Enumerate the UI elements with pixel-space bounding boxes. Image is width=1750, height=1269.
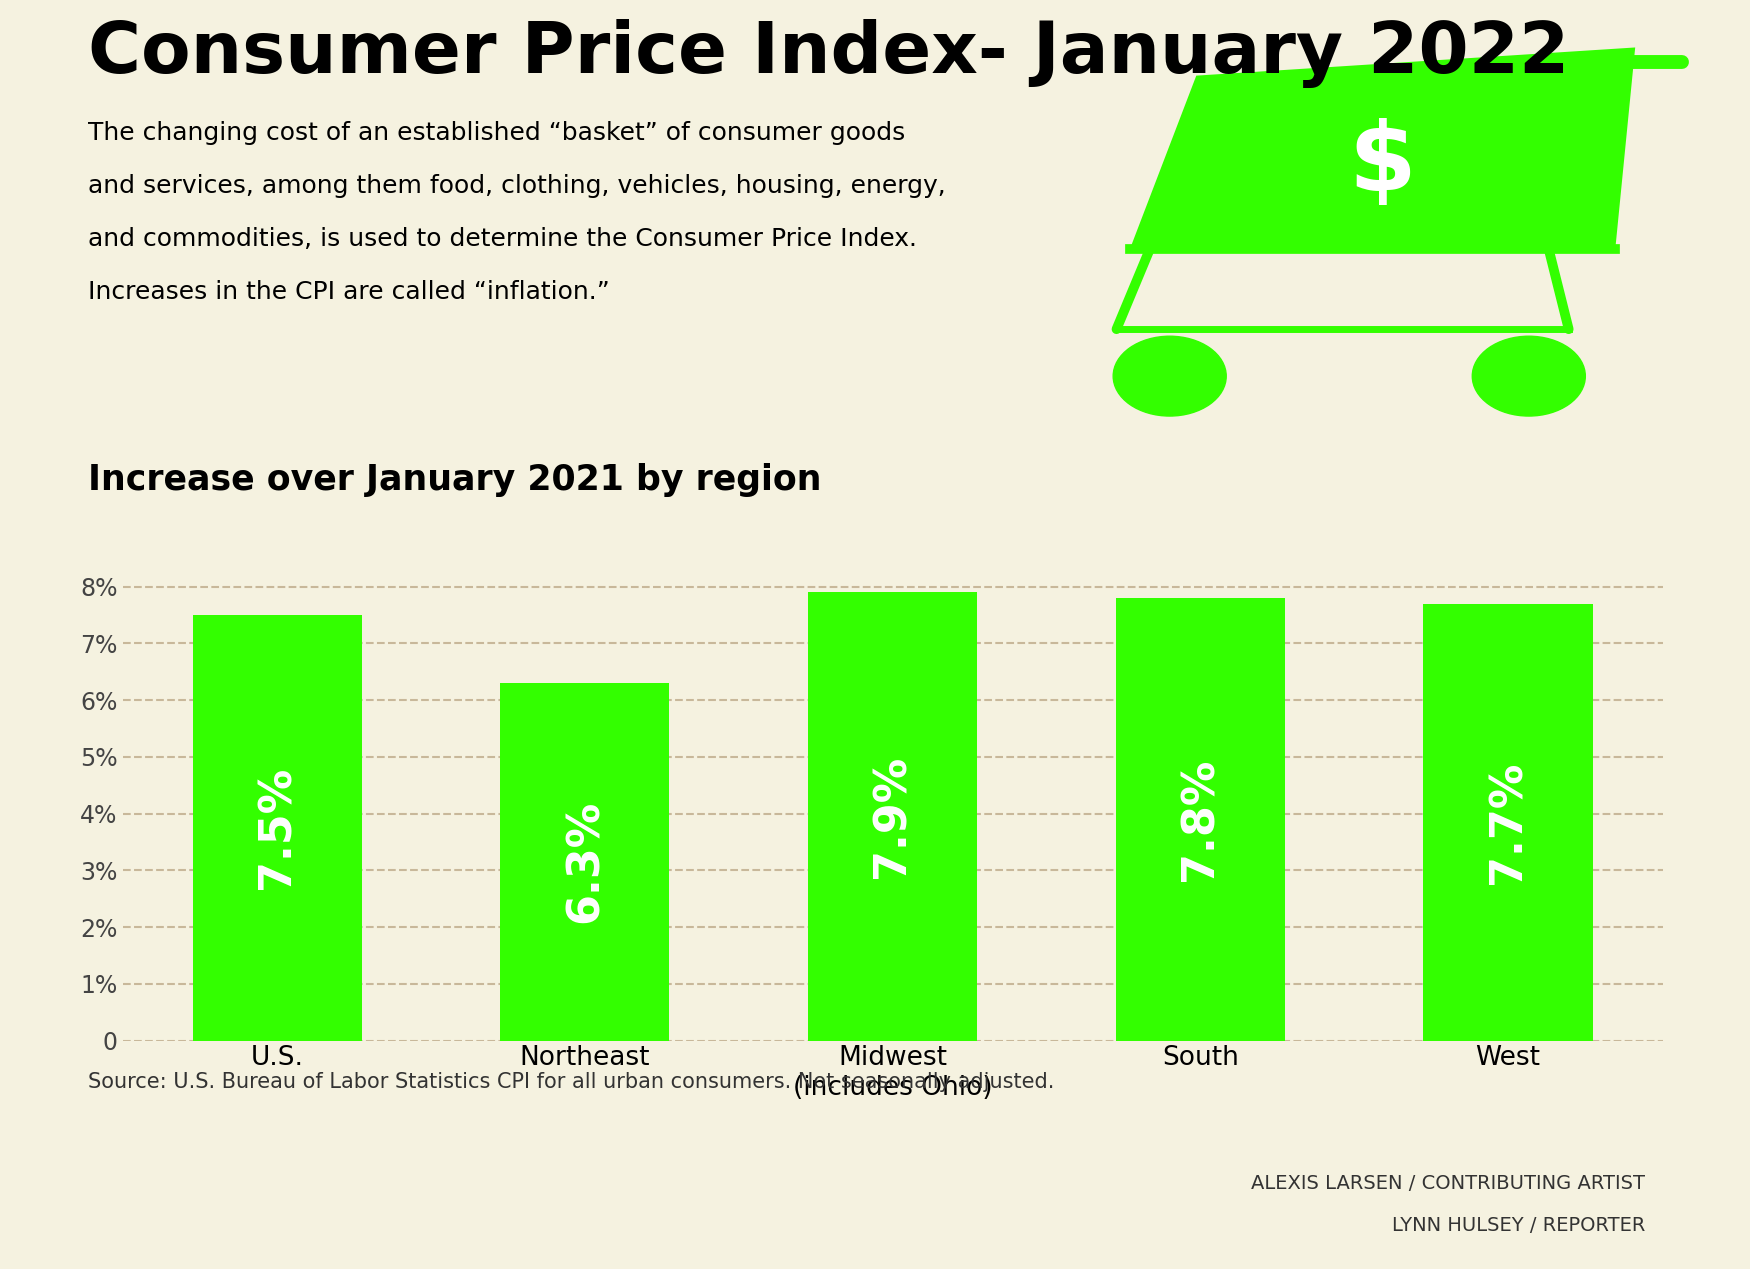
Text: and services, among them food, clothing, vehicles, housing, energy,: and services, among them food, clothing,… <box>88 174 945 198</box>
Text: $: $ <box>1349 118 1416 212</box>
Text: Source: U.S. Bureau of Labor Statistics CPI for all urban consumers. Not seasona: Source: U.S. Bureau of Labor Statistics … <box>88 1072 1054 1093</box>
Bar <box>808 593 976 1041</box>
Circle shape <box>1113 336 1227 416</box>
Circle shape <box>1472 336 1586 416</box>
Text: 7.7%: 7.7% <box>1486 760 1530 883</box>
Text: The changing cost of an established “basket” of consumer goods: The changing cost of an established “bas… <box>88 121 905 145</box>
Text: Increases in the CPI are called “inflation.”: Increases in the CPI are called “inflati… <box>88 280 609 305</box>
Polygon shape <box>1130 47 1634 249</box>
Text: Increase over January 2021 by region: Increase over January 2021 by region <box>88 463 821 497</box>
Text: and commodities, is used to determine the Consumer Price Index.: and commodities, is used to determine th… <box>88 227 917 251</box>
Text: 7.9%: 7.9% <box>872 755 914 878</box>
Text: ALEXIS LARSEN / CONTRIBUTING ARTIST: ALEXIS LARSEN / CONTRIBUTING ARTIST <box>1251 1174 1645 1193</box>
Bar <box>192 615 362 1041</box>
Text: LYNN HULSEY / REPORTER: LYNN HULSEY / REPORTER <box>1391 1216 1645 1235</box>
Bar <box>500 683 670 1041</box>
Text: 7.8%: 7.8% <box>1180 758 1221 881</box>
Text: Consumer Price Index- January 2022: Consumer Price Index- January 2022 <box>88 19 1568 88</box>
Bar <box>1423 604 1593 1041</box>
Text: 6.3%: 6.3% <box>564 801 606 924</box>
Bar <box>1115 598 1284 1041</box>
Text: 7.5%: 7.5% <box>255 766 299 890</box>
